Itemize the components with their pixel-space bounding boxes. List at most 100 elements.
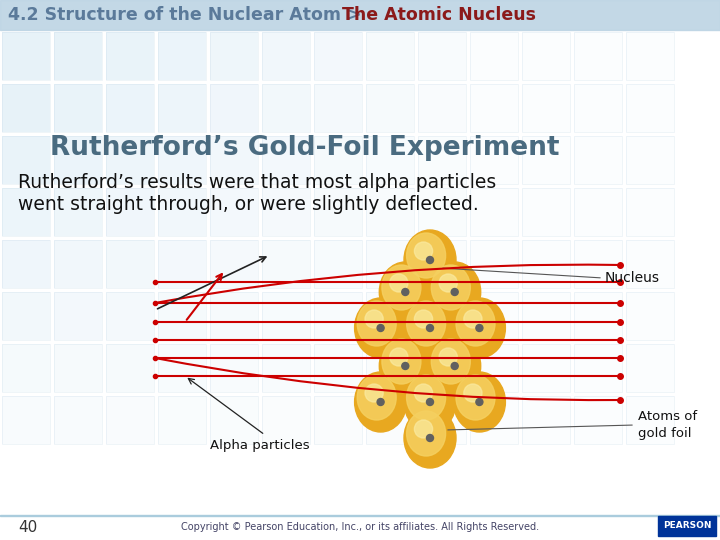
Bar	[574, 396, 622, 444]
Bar	[54, 84, 102, 132]
Bar	[366, 396, 414, 444]
Bar	[314, 188, 362, 236]
Bar	[262, 344, 310, 392]
Bar	[262, 136, 310, 184]
Bar	[626, 292, 674, 340]
Bar	[522, 84, 570, 132]
Bar	[574, 32, 622, 80]
Bar	[470, 344, 518, 392]
Ellipse shape	[415, 420, 433, 438]
Bar	[522, 136, 570, 184]
Bar	[106, 292, 154, 340]
Bar	[574, 344, 622, 392]
Bar	[106, 344, 154, 392]
Bar	[106, 396, 154, 444]
Ellipse shape	[355, 372, 407, 432]
Ellipse shape	[404, 408, 456, 468]
Bar	[54, 344, 102, 392]
Bar	[262, 344, 310, 392]
Bar	[158, 136, 206, 184]
Bar	[470, 292, 518, 340]
Bar	[314, 292, 362, 340]
Bar	[574, 344, 622, 392]
Bar	[54, 396, 102, 444]
Bar	[314, 188, 362, 236]
Text: Atoms of
gold foil: Atoms of gold foil	[638, 410, 697, 440]
Bar	[262, 396, 310, 444]
Bar	[54, 240, 102, 288]
Ellipse shape	[357, 375, 396, 420]
Bar	[314, 344, 362, 392]
Bar	[314, 396, 362, 444]
Bar	[210, 240, 258, 288]
Bar	[210, 188, 258, 236]
Bar	[418, 136, 466, 184]
Text: 40: 40	[18, 519, 37, 535]
Bar	[314, 240, 362, 288]
Bar	[262, 32, 310, 80]
Text: Alpha particles: Alpha particles	[210, 438, 310, 451]
Bar	[210, 136, 258, 184]
Bar	[2, 240, 50, 288]
Bar	[158, 188, 206, 236]
Bar	[262, 84, 310, 132]
Bar	[158, 396, 206, 444]
Bar	[366, 188, 414, 236]
Bar	[0, 515, 720, 516]
Bar	[106, 240, 154, 288]
Ellipse shape	[428, 262, 481, 322]
Bar	[522, 396, 570, 444]
Circle shape	[402, 362, 409, 369]
Bar	[418, 240, 466, 288]
Bar	[418, 32, 466, 80]
Bar	[314, 84, 362, 132]
Bar	[210, 240, 258, 288]
Bar	[106, 396, 154, 444]
Bar	[210, 396, 258, 444]
Bar	[210, 344, 258, 392]
Bar	[54, 344, 102, 392]
Bar	[574, 188, 622, 236]
Bar	[2, 188, 50, 236]
Bar	[106, 32, 154, 80]
Bar	[158, 292, 206, 340]
Bar	[522, 32, 570, 80]
Bar	[2, 344, 50, 392]
Bar	[210, 32, 258, 80]
Bar	[54, 136, 102, 184]
Bar	[626, 240, 674, 288]
Bar	[262, 136, 310, 184]
Bar	[54, 240, 102, 288]
Ellipse shape	[404, 298, 456, 358]
Bar	[418, 188, 466, 236]
Bar	[470, 136, 518, 184]
Ellipse shape	[365, 310, 383, 328]
Bar	[158, 292, 206, 340]
Bar	[314, 344, 362, 392]
Circle shape	[476, 399, 483, 406]
Bar	[262, 396, 310, 444]
Bar	[314, 32, 362, 80]
Bar	[366, 136, 414, 184]
Text: 4.2 Structure of the Nuclear Atom >: 4.2 Structure of the Nuclear Atom >	[8, 6, 368, 24]
Bar	[54, 32, 102, 80]
Bar	[626, 188, 674, 236]
Bar	[210, 396, 258, 444]
Bar	[658, 516, 716, 536]
Ellipse shape	[454, 372, 505, 432]
Bar	[106, 32, 154, 80]
Bar	[626, 136, 674, 184]
Bar	[2, 240, 50, 288]
Text: Copyright © Pearson Education, Inc., or its affiliates. All Rights Reserved.: Copyright © Pearson Education, Inc., or …	[181, 522, 539, 532]
Ellipse shape	[404, 372, 456, 432]
Ellipse shape	[407, 375, 446, 420]
Bar	[158, 84, 206, 132]
Ellipse shape	[439, 274, 457, 292]
Bar	[574, 188, 622, 236]
Text: PEARSON: PEARSON	[662, 522, 711, 530]
Bar	[54, 84, 102, 132]
Bar	[158, 344, 206, 392]
Ellipse shape	[390, 348, 408, 366]
Bar	[418, 292, 466, 340]
Bar	[522, 344, 570, 392]
